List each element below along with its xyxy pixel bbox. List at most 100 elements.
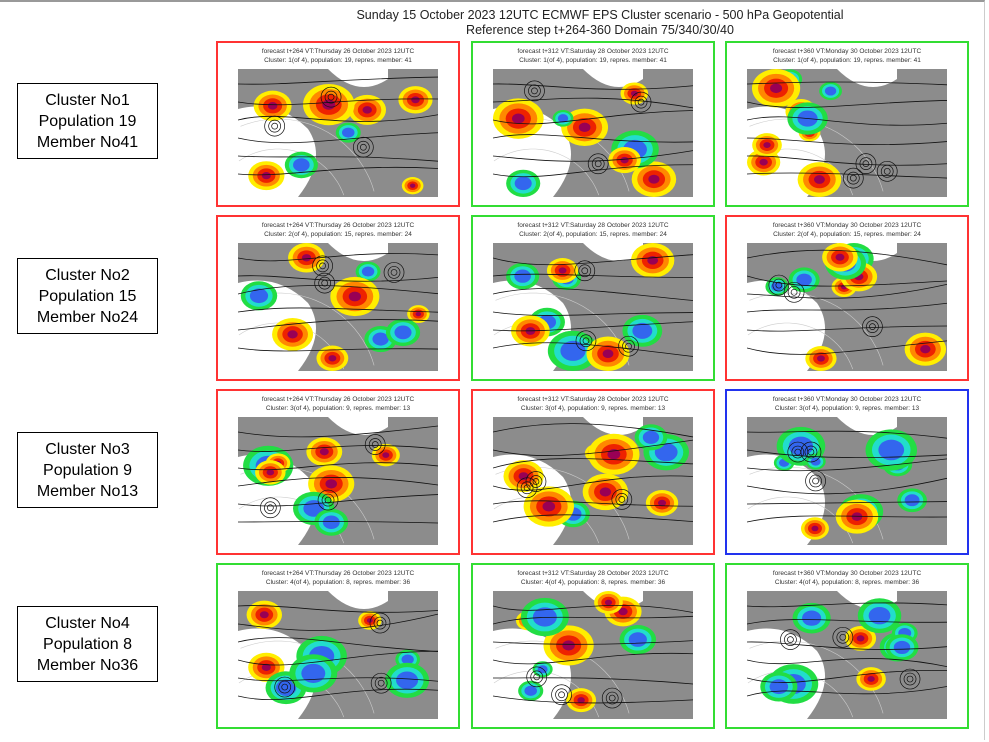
geopotential-contour bbox=[374, 676, 388, 690]
geopotential-contour bbox=[555, 688, 568, 702]
geopotential-contour bbox=[866, 320, 879, 333]
negative-anomaly bbox=[514, 269, 531, 283]
panel-forecast-title: forecast t+360 VT:Monday 30 October 2023… bbox=[772, 222, 922, 229]
panel-cluster-info: Cluster: 4(of 4), population: 8, repres.… bbox=[774, 579, 920, 586]
panel-cluster-info: Cluster: 3(of 4), population: 9, repres.… bbox=[520, 405, 666, 412]
geopotential-contour bbox=[493, 475, 693, 491]
negative-anomaly bbox=[372, 332, 389, 346]
cluster-map-panel: forecast t+360 VT:Monday 30 October 2023… bbox=[725, 389, 969, 555]
geopotential-contour bbox=[855, 153, 877, 175]
geopotential-contour bbox=[321, 279, 329, 287]
geopotential-contour bbox=[383, 262, 405, 283]
negative-anomaly bbox=[524, 685, 537, 696]
geopotential-contour bbox=[625, 342, 632, 350]
panel-forecast-title: forecast t+312 VT:Saturday 28 October 20… bbox=[517, 396, 669, 403]
geopotential-contour bbox=[493, 321, 693, 332]
geopotential-contour bbox=[747, 249, 947, 266]
cluster-map-panel: forecast t+264 VT:Thursday 26 October 20… bbox=[216, 389, 460, 555]
negative-anomaly bbox=[537, 665, 548, 674]
geopotential-contour bbox=[605, 691, 619, 705]
geopotential-contour bbox=[368, 438, 382, 451]
positive-anomaly bbox=[328, 355, 337, 362]
geopotential-contour bbox=[611, 489, 633, 510]
geopotential-map bbox=[238, 417, 438, 545]
geopotential-contour bbox=[319, 262, 326, 270]
geopotential-contour bbox=[787, 441, 809, 463]
geopotential-contour bbox=[493, 288, 693, 301]
geopotential-contour bbox=[238, 114, 438, 122]
cluster-label-line: Population 9 bbox=[43, 462, 132, 479]
negative-anomaly bbox=[322, 515, 340, 529]
ocean bbox=[328, 243, 388, 261]
positive-anomaly bbox=[811, 525, 819, 532]
geopotential-contour bbox=[876, 160, 898, 182]
geopotential-contour bbox=[906, 675, 914, 683]
geopotential-contour bbox=[364, 434, 386, 455]
geopotential-contour bbox=[238, 613, 438, 631]
geopotential-contour bbox=[615, 493, 629, 506]
geopotential-contour bbox=[747, 325, 947, 332]
geopotential-contour bbox=[493, 254, 693, 266]
geopotential-map bbox=[238, 243, 438, 371]
positive-anomaly bbox=[851, 512, 863, 521]
geopotential-contour bbox=[772, 278, 786, 292]
cluster-map-panel: forecast t+312 VT:Saturday 28 October 20… bbox=[471, 41, 715, 207]
geopotential-contour bbox=[278, 680, 292, 694]
geopotential-contour bbox=[238, 166, 438, 176]
geopotential-contour bbox=[318, 276, 332, 290]
geopotential-contour bbox=[238, 688, 438, 701]
geopotential-contour bbox=[780, 629, 801, 650]
negative-anomaly bbox=[824, 86, 837, 96]
geopotential-contour bbox=[238, 521, 438, 524]
negative-anomaly bbox=[904, 494, 920, 507]
geopotential-contour bbox=[622, 339, 635, 353]
negative-anomaly bbox=[396, 671, 419, 690]
cluster-label-line: Cluster No3 bbox=[45, 441, 130, 458]
positive-anomaly bbox=[382, 452, 390, 458]
geopotential-contour bbox=[601, 687, 623, 709]
geopotential-contour bbox=[903, 672, 917, 686]
positive-anomaly bbox=[562, 640, 575, 651]
panel-forecast-title: forecast t+360 VT:Monday 30 October 2023… bbox=[772, 570, 922, 577]
geopotential-contour bbox=[594, 160, 602, 168]
geopotential-contour bbox=[608, 694, 616, 702]
geopotential-contour bbox=[238, 650, 438, 666]
panel-cluster-info: Cluster: 3(of 4), population: 9, repres.… bbox=[265, 405, 411, 412]
negative-anomaly bbox=[557, 114, 569, 123]
positive-anomaly bbox=[620, 156, 629, 164]
geopotential-contour bbox=[238, 132, 438, 144]
geopotential-contour bbox=[747, 430, 947, 439]
geopotential-contour bbox=[846, 171, 860, 185]
negative-anomaly bbox=[628, 632, 647, 647]
geopotential-contour bbox=[618, 496, 626, 503]
geopotential-contour bbox=[327, 93, 335, 101]
geopotential-contour bbox=[531, 87, 538, 95]
geopotential-contour bbox=[271, 122, 279, 130]
ocean bbox=[837, 417, 897, 435]
cluster-label-line: Member No13 bbox=[36, 483, 139, 500]
geopotential-contour bbox=[238, 425, 438, 438]
geopotential-contour bbox=[791, 445, 805, 459]
positive-anomaly bbox=[267, 102, 278, 110]
cluster-map-panel: forecast t+360 VT:Monday 30 October 2023… bbox=[725, 215, 969, 381]
cluster-map-panel: forecast t+360 VT:Monday 30 October 2023… bbox=[725, 563, 969, 729]
negative-anomaly bbox=[532, 607, 557, 627]
geopotential-contour bbox=[805, 470, 826, 492]
positive-anomaly bbox=[835, 253, 845, 261]
ocean bbox=[583, 243, 643, 261]
geopotential-contour bbox=[747, 515, 947, 523]
geopotential-contour bbox=[862, 160, 870, 168]
geopotential-contour bbox=[899, 668, 921, 690]
geopotential-contour bbox=[581, 267, 589, 275]
positive-anomaly bbox=[319, 448, 329, 456]
geopotential-map bbox=[747, 417, 947, 545]
geopotential-contour bbox=[842, 167, 864, 189]
geopotential-contour bbox=[238, 275, 438, 282]
geopotential-contour bbox=[747, 658, 947, 668]
cluster-label-line: Cluster No4 bbox=[45, 615, 130, 632]
negative-anomaly bbox=[514, 176, 532, 191]
geopotential-contour bbox=[849, 174, 857, 182]
geopotential-contour bbox=[591, 157, 605, 171]
geopotential-contour bbox=[259, 497, 281, 519]
